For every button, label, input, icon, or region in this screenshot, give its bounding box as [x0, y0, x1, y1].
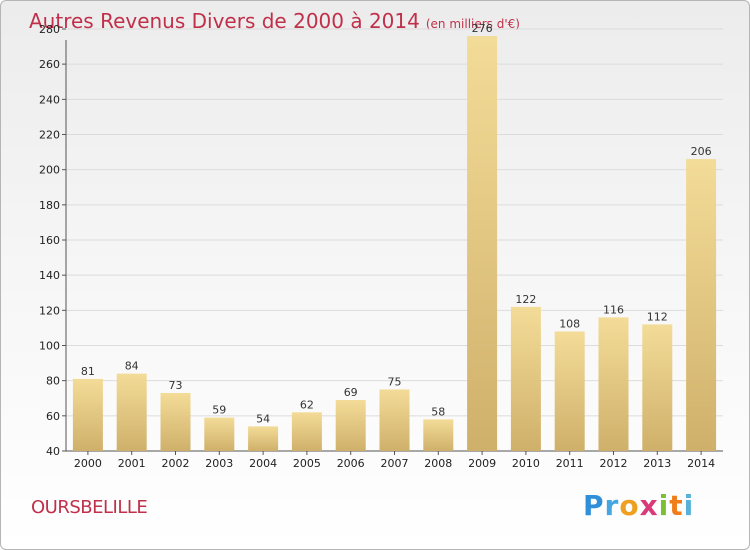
bar-value-label: 62: [300, 398, 314, 411]
commune-name: OURSBELILLE: [31, 497, 148, 518]
bar: [72, 378, 103, 451]
y-tick-label: 240: [39, 93, 60, 106]
bar: [248, 426, 279, 451]
x-tick-label: 2002: [162, 457, 190, 470]
bar-value-label: 84: [125, 360, 139, 373]
x-tick-label: 2009: [468, 457, 496, 470]
x-tick-label: 2013: [643, 457, 671, 470]
x-tick-label: 2010: [512, 457, 540, 470]
bar: [510, 306, 541, 451]
x-tick-label: 2004: [249, 457, 277, 470]
bar: [686, 159, 717, 451]
y-tick-label: 140: [39, 269, 60, 282]
x-tick-label: 2012: [600, 457, 628, 470]
y-tick-label: 160: [39, 234, 60, 247]
y-tick-label: 200: [39, 164, 60, 177]
logo-letter: P: [583, 489, 605, 522]
x-tick-label: 2011: [556, 457, 584, 470]
logo-letter: i: [683, 489, 695, 522]
y-tick-label: 60: [46, 410, 60, 423]
x-tick-label: 2007: [381, 457, 409, 470]
proxiti-logo: Proxiti: [583, 489, 694, 522]
bar-value-label: 81: [81, 365, 95, 378]
x-tick-label: 2005: [293, 457, 321, 470]
bar: [467, 36, 498, 452]
logo-letter: o: [619, 489, 640, 522]
bar-value-label: 276: [472, 22, 493, 35]
bar: [116, 373, 147, 451]
bar-value-label: 73: [169, 379, 183, 392]
bar-value-label: 54: [256, 412, 270, 425]
bar-value-label: 58: [431, 405, 445, 418]
y-tick-label: 120: [39, 304, 60, 317]
y-tick-label: 180: [39, 199, 60, 212]
bar-value-label: 59: [212, 404, 226, 417]
bar: [379, 389, 410, 451]
y-tick-label: 80: [46, 375, 60, 388]
bar-value-label: 122: [515, 293, 536, 306]
x-tick-label: 2000: [74, 457, 102, 470]
bar-value-label: 108: [559, 317, 580, 330]
y-tick-label: 220: [39, 129, 60, 142]
chart-unit: (en milliers d'€): [425, 17, 520, 31]
x-tick-label: 2014: [687, 457, 715, 470]
bar: [598, 317, 629, 451]
bar-value-label: 206: [691, 145, 712, 158]
logo-letter: x: [639, 489, 659, 522]
x-tick-label: 2001: [118, 457, 146, 470]
bar: [423, 419, 454, 451]
bar: [554, 331, 585, 451]
bar-value-label: 116: [603, 303, 624, 316]
y-tick-label: 40: [46, 445, 60, 458]
logo-letter: i: [658, 489, 670, 522]
x-tick-label: 2008: [424, 457, 452, 470]
y-tick-label: 260: [39, 58, 60, 71]
bar: [335, 400, 366, 451]
bar: [204, 417, 235, 451]
bar-value-label: 75: [388, 375, 402, 388]
logo-letter: t: [669, 489, 684, 522]
bar-value-label: 69: [344, 386, 358, 399]
y-tick-label: 100: [39, 340, 60, 353]
bar: [160, 392, 191, 451]
bar: [291, 412, 322, 451]
y-tick-label: 280: [39, 23, 60, 36]
logo-letter: r: [604, 489, 620, 522]
x-tick-label: 2003: [205, 457, 233, 470]
bar: [642, 324, 673, 451]
bar-value-label: 112: [647, 310, 668, 323]
x-tick-label: 2006: [337, 457, 365, 470]
